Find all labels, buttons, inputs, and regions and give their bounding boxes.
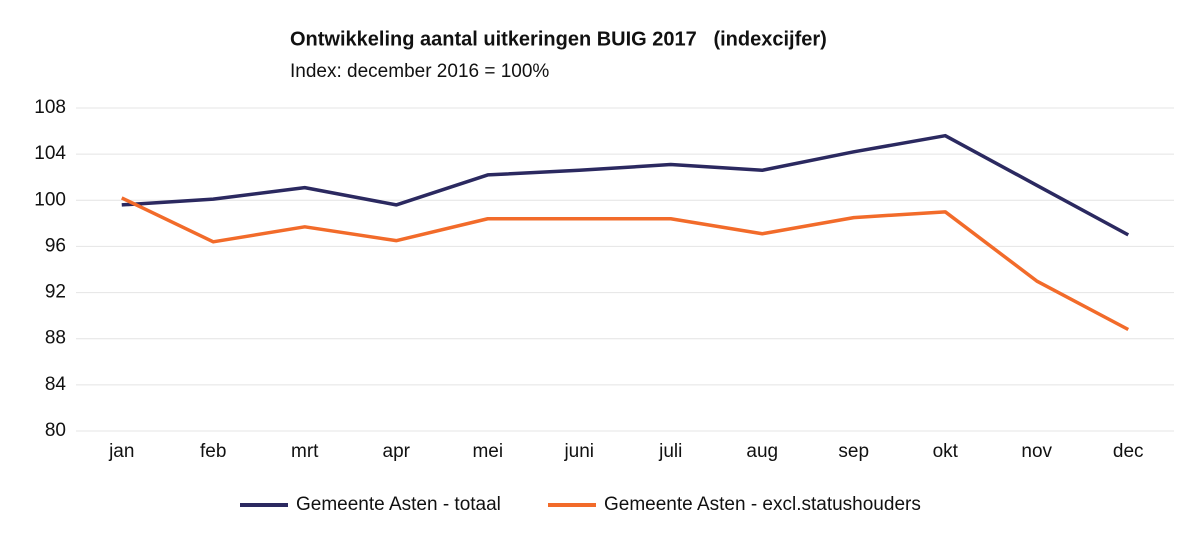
x-tick-label: mei: [472, 441, 503, 462]
y-tick-label: 84: [45, 374, 67, 395]
y-tick-label: 80: [45, 420, 66, 441]
y-tick-label: 108: [34, 97, 66, 118]
x-tick-label: nov: [1021, 441, 1052, 462]
x-tick-label: feb: [200, 441, 226, 462]
series-line: [121, 133, 1130, 237]
x-tick-label: juli: [658, 441, 682, 462]
y-tick-label: 88: [45, 328, 66, 349]
x-tick-label: aug: [746, 441, 778, 462]
x-tick-label: jan: [108, 441, 134, 462]
y-tick-label: 96: [45, 235, 66, 256]
chart-subtitle: Index: december 2016 = 100%: [290, 61, 549, 82]
x-tick-label: okt: [933, 441, 959, 462]
chart-title: Ontwikkeling aantal uitkeringen BUIG 201…: [290, 28, 827, 50]
x-tick-label: juni: [563, 441, 594, 462]
y-tick-label: 104: [34, 143, 66, 164]
y-tick-label: 92: [45, 282, 66, 303]
legend-label: Gemeente Asten - totaal: [296, 494, 501, 515]
y-tick-label: 100: [34, 189, 66, 210]
x-tick-label: sep: [838, 441, 869, 462]
x-tick-label: apr: [383, 441, 411, 462]
series-line: [120, 196, 1130, 332]
legend-label: Gemeente Asten - excl.statushouders: [604, 494, 921, 515]
x-tick-label: dec: [1113, 441, 1144, 462]
x-tick-label: mrt: [291, 441, 319, 462]
